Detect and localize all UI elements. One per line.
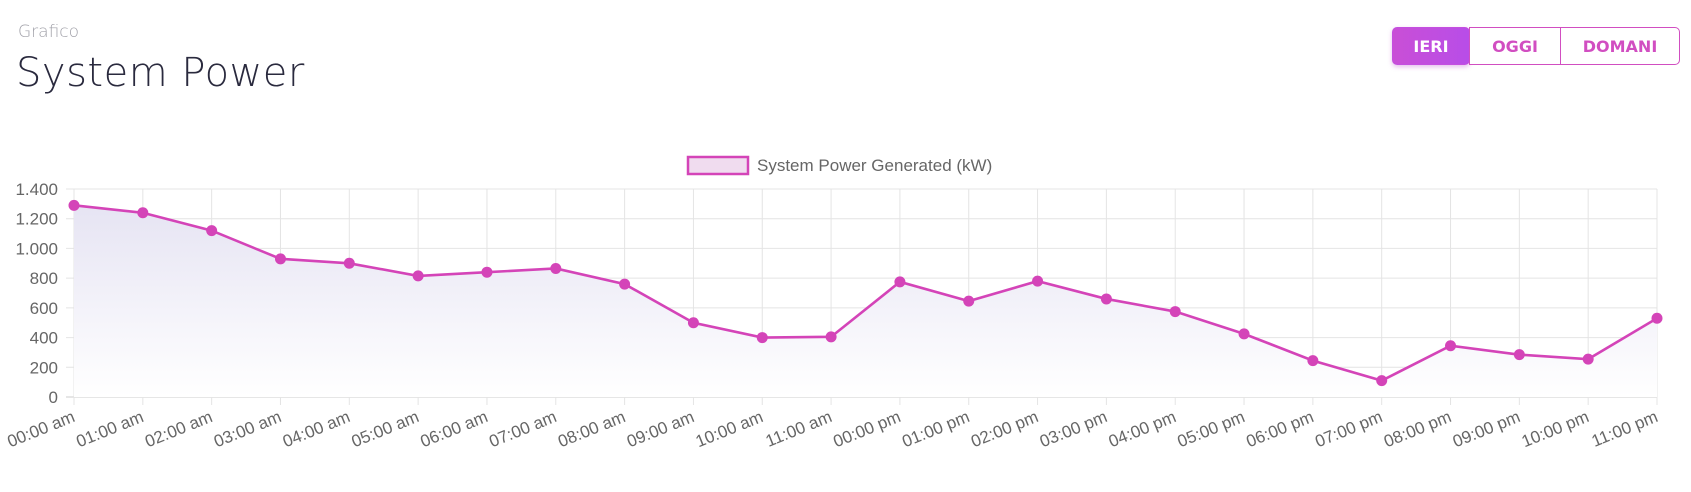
y-tick-label: 600 xyxy=(30,299,58,318)
point xyxy=(1307,355,1319,367)
point xyxy=(68,199,80,211)
point xyxy=(1169,306,1181,318)
x-tick-label: 06:00 am xyxy=(418,407,491,451)
x-tick-label: 07:00 pm xyxy=(1312,407,1385,451)
point xyxy=(343,257,355,269)
x-tick-label: 02:00 pm xyxy=(968,407,1041,451)
point xyxy=(412,270,424,282)
x-tick-label: 00:00 pm xyxy=(831,407,904,451)
point xyxy=(1651,312,1663,324)
point xyxy=(1582,353,1594,365)
area-fill xyxy=(74,205,1657,397)
x-tick-label: 11:00 am xyxy=(763,407,835,451)
point xyxy=(206,225,218,237)
point xyxy=(1100,293,1112,305)
day-button[interactable]: IERI xyxy=(1392,27,1470,65)
x-tick-label: 08:00 pm xyxy=(1381,407,1454,451)
x-tick-label: 05:00 am xyxy=(349,407,422,451)
point xyxy=(963,295,975,307)
y-tick-label: 0 xyxy=(49,388,58,407)
x-tick-label: 03:00 am xyxy=(211,407,284,451)
x-tick-label: 04:00 pm xyxy=(1106,407,1179,451)
x-tick-label: 00:00 am xyxy=(5,407,78,451)
x-tick-label: 04:00 am xyxy=(280,407,353,451)
x-tick-label: 11:00 pm xyxy=(1589,407,1661,451)
x-tick-label: 03:00 pm xyxy=(1037,407,1110,451)
point xyxy=(687,317,699,329)
x-tick-label: 09:00 pm xyxy=(1450,407,1523,451)
x-tick-label: 09:00 am xyxy=(624,407,697,451)
point xyxy=(619,278,631,290)
point xyxy=(1445,340,1457,352)
legend-label: System Power Generated (kW) xyxy=(757,156,992,175)
point xyxy=(550,262,562,274)
point xyxy=(1032,275,1044,287)
y-tick-label: 1.200 xyxy=(15,210,58,229)
point xyxy=(274,253,286,265)
x-tick-label: 10:00 pm xyxy=(1519,407,1592,451)
point xyxy=(481,266,493,278)
point xyxy=(825,331,837,343)
x-tick-label: 05:00 pm xyxy=(1175,407,1248,451)
point xyxy=(894,276,906,288)
point xyxy=(1238,328,1250,340)
point xyxy=(756,332,768,344)
x-tick-label: 07:00 am xyxy=(486,407,559,451)
y-tick-label: 400 xyxy=(30,329,58,348)
point xyxy=(137,207,149,219)
legend-swatch xyxy=(686,155,750,176)
y-tick-label: 1.000 xyxy=(15,239,58,258)
y-tick-label: 800 xyxy=(30,269,58,288)
day-button[interactable]: DOMANI xyxy=(1560,27,1680,65)
y-tick-label: 200 xyxy=(30,358,58,377)
point xyxy=(1513,349,1525,361)
subtitle: Grafico xyxy=(18,22,80,42)
x-tick-label: 01:00 pm xyxy=(899,407,972,451)
x-tick-label: 02:00 am xyxy=(142,407,215,451)
x-tick-label: 08:00 am xyxy=(555,407,628,451)
title: System Power xyxy=(16,50,305,96)
point xyxy=(1376,375,1388,387)
day-button[interactable]: OGGI xyxy=(1469,27,1561,65)
line xyxy=(73,204,1658,383)
x-tick-label: 01:00 am xyxy=(73,407,146,451)
y-tick-label: 1.400 xyxy=(15,180,58,199)
day-selector: IERI OGGI DOMANI xyxy=(1392,27,1680,65)
x-tick-label: 10:00 am xyxy=(693,407,766,451)
x-tick-label: 06:00 pm xyxy=(1244,407,1317,451)
